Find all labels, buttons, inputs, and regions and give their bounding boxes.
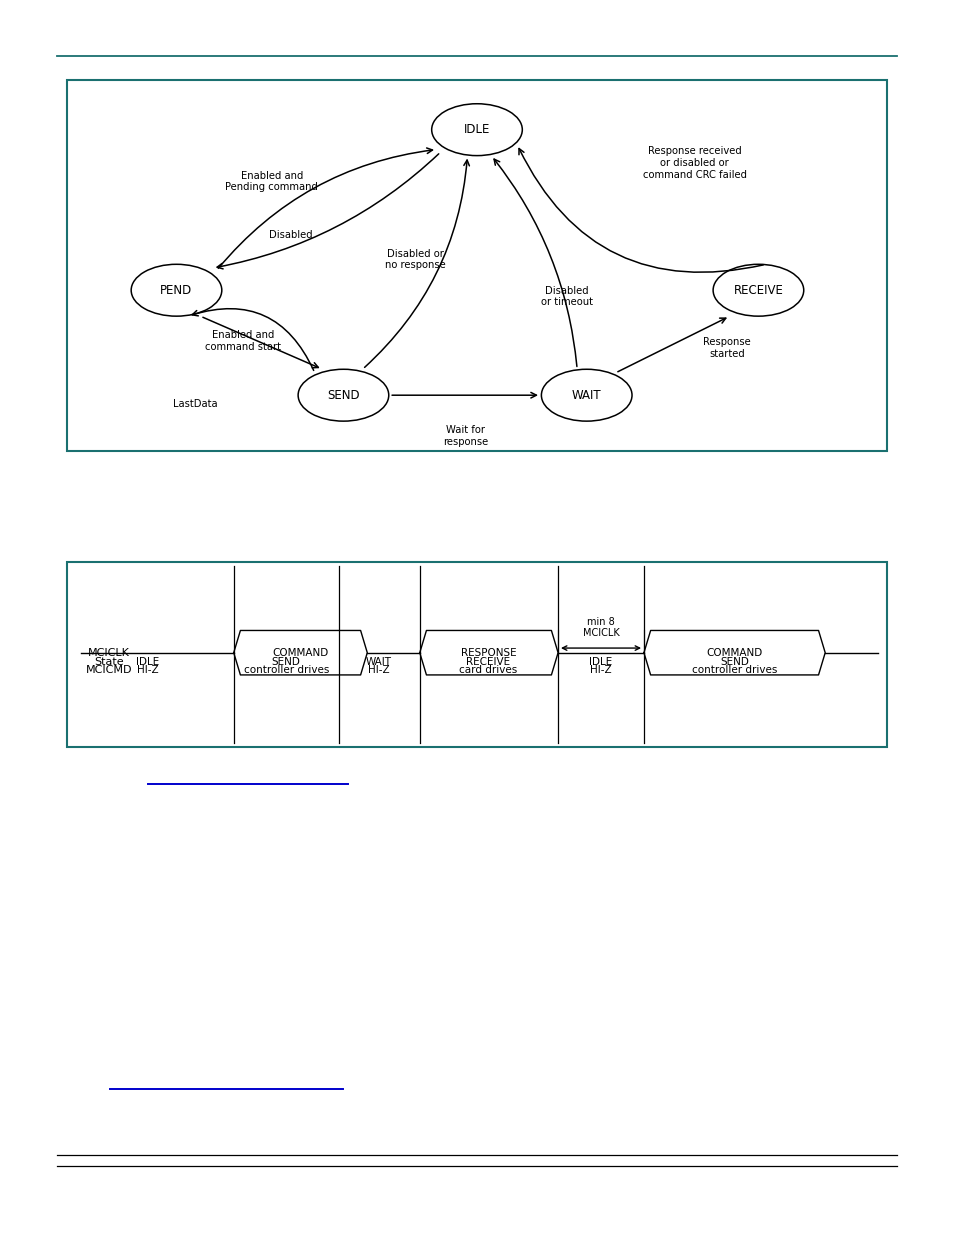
Text: WAIT: WAIT	[571, 389, 601, 401]
Text: HI-Z: HI-Z	[590, 666, 611, 676]
Text: MCICMD: MCICMD	[86, 666, 132, 676]
Ellipse shape	[297, 369, 389, 421]
Text: IDLE: IDLE	[589, 657, 612, 667]
Ellipse shape	[431, 104, 522, 156]
Text: State: State	[93, 657, 124, 667]
Text: Disabled: Disabled	[269, 230, 313, 240]
Text: IDLE: IDLE	[136, 657, 159, 667]
Text: IDLE: IDLE	[463, 124, 490, 136]
Text: controller drives: controller drives	[243, 666, 329, 676]
Text: min 8
MCICLK: min 8 MCICLK	[582, 616, 618, 638]
Text: Wait for
response: Wait for response	[442, 425, 488, 447]
Text: MCICLK: MCICLK	[88, 647, 130, 658]
Text: Enabled and
command start: Enabled and command start	[205, 330, 281, 352]
Text: card drives: card drives	[458, 666, 517, 676]
Text: Response
started: Response started	[702, 337, 750, 359]
Text: Disabled
or timeout: Disabled or timeout	[540, 285, 592, 308]
Text: PEND: PEND	[160, 284, 193, 296]
FancyBboxPatch shape	[67, 80, 886, 451]
Text: Enabled and
Pending command: Enabled and Pending command	[225, 170, 318, 193]
Text: RECEIVE: RECEIVE	[466, 657, 510, 667]
Ellipse shape	[131, 264, 221, 316]
Text: HI-Z: HI-Z	[368, 666, 389, 676]
Text: RESPONSE: RESPONSE	[460, 647, 517, 658]
Ellipse shape	[713, 264, 802, 316]
Text: SEND: SEND	[720, 657, 748, 667]
Text: SEND: SEND	[272, 657, 300, 667]
Text: SEND: SEND	[327, 389, 359, 401]
Text: Disabled or
no response: Disabled or no response	[384, 248, 445, 270]
Text: COMMAND: COMMAND	[706, 647, 761, 658]
Text: HI-Z: HI-Z	[137, 666, 158, 676]
Text: LastData: LastData	[173, 399, 217, 409]
Text: WAIT: WAIT	[365, 657, 392, 667]
Text: Response received
or disabled or
command CRC failed: Response received or disabled or command…	[641, 147, 746, 179]
Ellipse shape	[541, 369, 631, 421]
Text: COMMAND: COMMAND	[273, 647, 328, 658]
Text: RECEIVE: RECEIVE	[733, 284, 782, 296]
FancyBboxPatch shape	[67, 562, 886, 747]
Text: controller drives: controller drives	[691, 666, 777, 676]
